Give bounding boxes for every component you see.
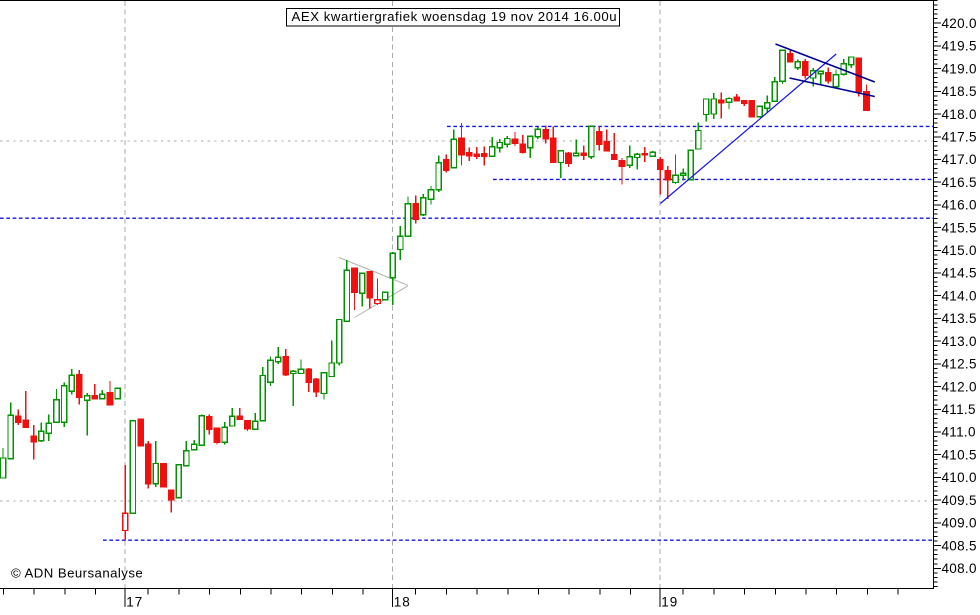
svg-text:409.5: 409.5 [942,493,977,508]
svg-text:© ADN Beursanalyse: © ADN Beursanalyse [11,566,143,581]
svg-text:420.0: 420.0 [942,16,977,31]
svg-text:411.5: 411.5 [942,402,976,417]
svg-text:417.0: 417.0 [942,152,977,167]
svg-text:412.0: 412.0 [942,379,977,394]
svg-text:417.5: 417.5 [942,130,977,145]
svg-text:416.0: 416.0 [942,198,977,213]
svg-text:415.5: 415.5 [942,220,977,235]
svg-text:408.5: 408.5 [942,538,977,553]
svg-text:412.5: 412.5 [942,357,977,372]
svg-text:19: 19 [661,595,678,610]
svg-text:411.0: 411.0 [942,425,976,440]
svg-text:418.0: 418.0 [942,107,977,122]
svg-text:408.0: 408.0 [942,561,977,576]
svg-text:419.0: 419.0 [942,61,977,76]
svg-text:416.5: 416.5 [942,175,977,190]
svg-text:413.0: 413.0 [942,334,977,349]
svg-text:414.5: 414.5 [942,266,977,281]
svg-text:419.5: 419.5 [942,39,977,54]
svg-text:413.5: 413.5 [942,311,977,326]
svg-text:18: 18 [394,595,411,610]
svg-text:410.5: 410.5 [942,447,977,462]
svg-text:410.0: 410.0 [942,470,977,485]
svg-text:17: 17 [126,595,143,610]
svg-text:414.0: 414.0 [942,288,977,303]
svg-text:AEX kwartiergrafiek woensdag 1: AEX kwartiergrafiek woensdag 19 nov 2014… [292,9,618,24]
svg-text:418.5: 418.5 [942,84,977,99]
svg-text:409.0: 409.0 [942,516,977,531]
svg-text:415.0: 415.0 [942,243,977,258]
